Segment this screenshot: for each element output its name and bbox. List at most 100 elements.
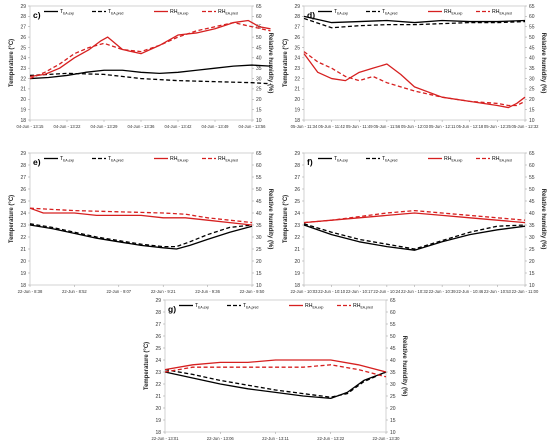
series-line-t-ea-pred — [29, 72, 271, 85]
y-tick-label: 22 — [155, 382, 161, 388]
legend: TEA,exp TEA,pred RHEA,exp RHEA,pred — [44, 9, 238, 15]
y2-tick-label: 10 — [529, 118, 535, 124]
legend-label: TEA,pred — [382, 9, 398, 15]
series-line-t-ea-pred — [164, 368, 387, 398]
legend-label: RHEA,exp — [444, 9, 463, 15]
y2-tick-label: 30 — [256, 235, 262, 241]
x-tick-label: 22-Jun - 13:22 — [317, 436, 345, 441]
y-tick-label: 23 — [20, 223, 26, 229]
y2-tick-label: 10 — [390, 430, 396, 436]
y-tick-label: 21 — [20, 87, 26, 93]
y2-tick-label: 15 — [529, 107, 535, 113]
x-tick-label: 22-Jun - 9:50 — [240, 289, 265, 294]
x-tick-label: 22-Jun - 9:21 — [151, 289, 176, 294]
y-tick-label: 23 — [20, 66, 26, 72]
legend-label: RHEA,exp — [444, 156, 463, 162]
series-line-t-ea-exp — [303, 224, 526, 251]
y-tick-label: 19 — [294, 107, 300, 113]
y-tick-label: 28 — [294, 163, 300, 169]
x-tick-label: 04-Jun - 13:56 — [238, 124, 266, 129]
y2-tick-label: 55 — [529, 25, 535, 31]
y2-tick-label: 15 — [529, 271, 535, 277]
y2-tick-label: 15 — [256, 107, 262, 113]
x-tick-label: 04-Jun - 13:29 — [90, 124, 118, 129]
y2-tick-label: 50 — [529, 187, 535, 193]
y2-tick-label: 40 — [529, 56, 535, 62]
y-tick-label: 23 — [294, 223, 300, 229]
y-tick-label: 19 — [294, 271, 300, 277]
y2-tick-label: 20 — [529, 97, 535, 103]
y-tick-label: 20 — [294, 97, 300, 103]
y2-tick-label: 50 — [529, 35, 535, 41]
series-line-t-ea-pred — [303, 17, 526, 29]
y2-tick-label: 45 — [256, 45, 262, 51]
y2-tick-label: 30 — [256, 76, 262, 82]
legend-label: TEA,exp — [60, 156, 74, 162]
y2-axis-label: Relative humidity (%) — [540, 189, 546, 250]
legend-label: TEA,exp — [195, 303, 209, 309]
y2-tick-label: 25 — [390, 394, 396, 400]
y2-tick-label: 65 — [529, 151, 535, 157]
y2-tick-label: 40 — [256, 56, 262, 62]
y2-tick-label: 20 — [256, 259, 262, 265]
series-line-rh-ea-pred — [164, 364, 387, 378]
x-tick-label: 22-Jun - 10:03 — [290, 289, 318, 294]
y2-tick-label: 45 — [390, 346, 396, 352]
series-line-rh-ea-exp — [29, 19, 271, 78]
x-tick-label: 04-Jun - 13:36 — [127, 124, 155, 129]
y-tick-label: 19 — [20, 271, 26, 277]
y2-tick-label: 10 — [256, 283, 262, 289]
series-line-t-ea-pred — [303, 223, 526, 250]
y2-tick-label: 55 — [390, 322, 396, 328]
panel-label: c) — [33, 10, 41, 20]
x-tick-label: 05-Jun - 12:32 — [511, 124, 539, 129]
y-tick-label: 26 — [20, 187, 26, 193]
legend-label: RHEA,pred — [492, 9, 512, 15]
y2-tick-label: 60 — [256, 14, 262, 20]
y2-tick-label: 10 — [256, 118, 262, 124]
y-tick-label: 21 — [20, 247, 26, 253]
x-tick-label: 04-Jun - 13:49 — [201, 124, 229, 129]
x-tick-label: 05-Jun - 11:34 — [291, 124, 318, 129]
panel-label: d) — [307, 10, 315, 20]
legend: TEA,exp TEA,pred RHEA,exp RHEA,pred — [318, 156, 512, 162]
y-tick-label: 25 — [20, 199, 26, 205]
y2-tick-label: 50 — [256, 35, 262, 41]
y2-axis-label: Relative humidity (%) — [267, 189, 273, 250]
y2-tick-label: 30 — [529, 76, 535, 82]
x-tick-label: 04-Jun - 13:42 — [164, 124, 192, 129]
y-tick-label: 24 — [20, 211, 26, 217]
y-tick-label: 24 — [155, 358, 161, 364]
y2-tick-label: 25 — [256, 87, 262, 93]
y-tick-label: 27 — [20, 25, 26, 31]
series-line-rh-ea-exp — [303, 53, 526, 109]
y-tick-label: 26 — [155, 334, 161, 340]
y2-tick-label: 60 — [256, 163, 262, 169]
y-tick-label: 21 — [294, 247, 300, 253]
x-tick-label: 05-Jun - 12:25 — [484, 124, 512, 129]
plot-frame — [29, 152, 253, 286]
y-tick-label: 24 — [20, 56, 26, 62]
y-tick-label: 19 — [155, 418, 161, 424]
legend: TEA,exp TEA,pred RHEA,exp RHEA,pred — [179, 303, 373, 309]
x-tick-label: 22-Jun - 13:06 — [207, 436, 235, 441]
y-tick-label: 28 — [294, 14, 300, 20]
y2-tick-label: 45 — [256, 199, 262, 205]
y2-tick-label: 35 — [529, 223, 535, 229]
x-tick-label: 22-Jun - 11:00 — [512, 289, 539, 294]
legend-label: TEA,exp — [60, 9, 74, 15]
y2-tick-label: 35 — [390, 370, 396, 376]
plot-frame — [29, 5, 253, 121]
chart-panel-c: 18 19 20 21 22 23 24 25 26 27 28 29 10 15 20 25 30 35 40 45… — [9, 4, 273, 129]
y-tick-label: 27 — [294, 25, 300, 31]
y2-tick-label: 15 — [390, 418, 396, 424]
y-tick-label: 24 — [294, 56, 300, 62]
x-tick-label: 22-Jun - 10:10 — [318, 289, 346, 294]
y-tick-label: 20 — [294, 259, 300, 265]
y2-tick-label: 60 — [390, 310, 396, 316]
y2-tick-label: 20 — [256, 97, 262, 103]
panel-label: g) — [168, 304, 176, 314]
y-tick-label: 29 — [294, 151, 300, 157]
x-tick-label: 22-Jun - 10:17 — [346, 289, 374, 294]
y2-tick-label: 60 — [529, 14, 535, 20]
